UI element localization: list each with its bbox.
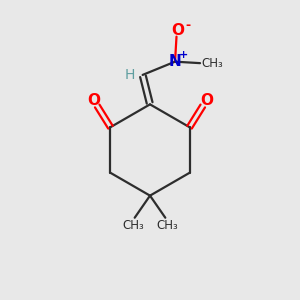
Text: O: O — [172, 23, 184, 38]
Text: N: N — [169, 54, 182, 69]
Text: -: - — [185, 19, 190, 32]
Text: O: O — [200, 93, 213, 108]
Text: +: + — [178, 50, 188, 60]
Text: CH₃: CH₃ — [202, 57, 223, 70]
Text: CH₃: CH₃ — [122, 220, 144, 232]
Text: H: H — [125, 68, 136, 82]
Text: O: O — [87, 93, 100, 108]
Text: CH₃: CH₃ — [156, 220, 178, 232]
